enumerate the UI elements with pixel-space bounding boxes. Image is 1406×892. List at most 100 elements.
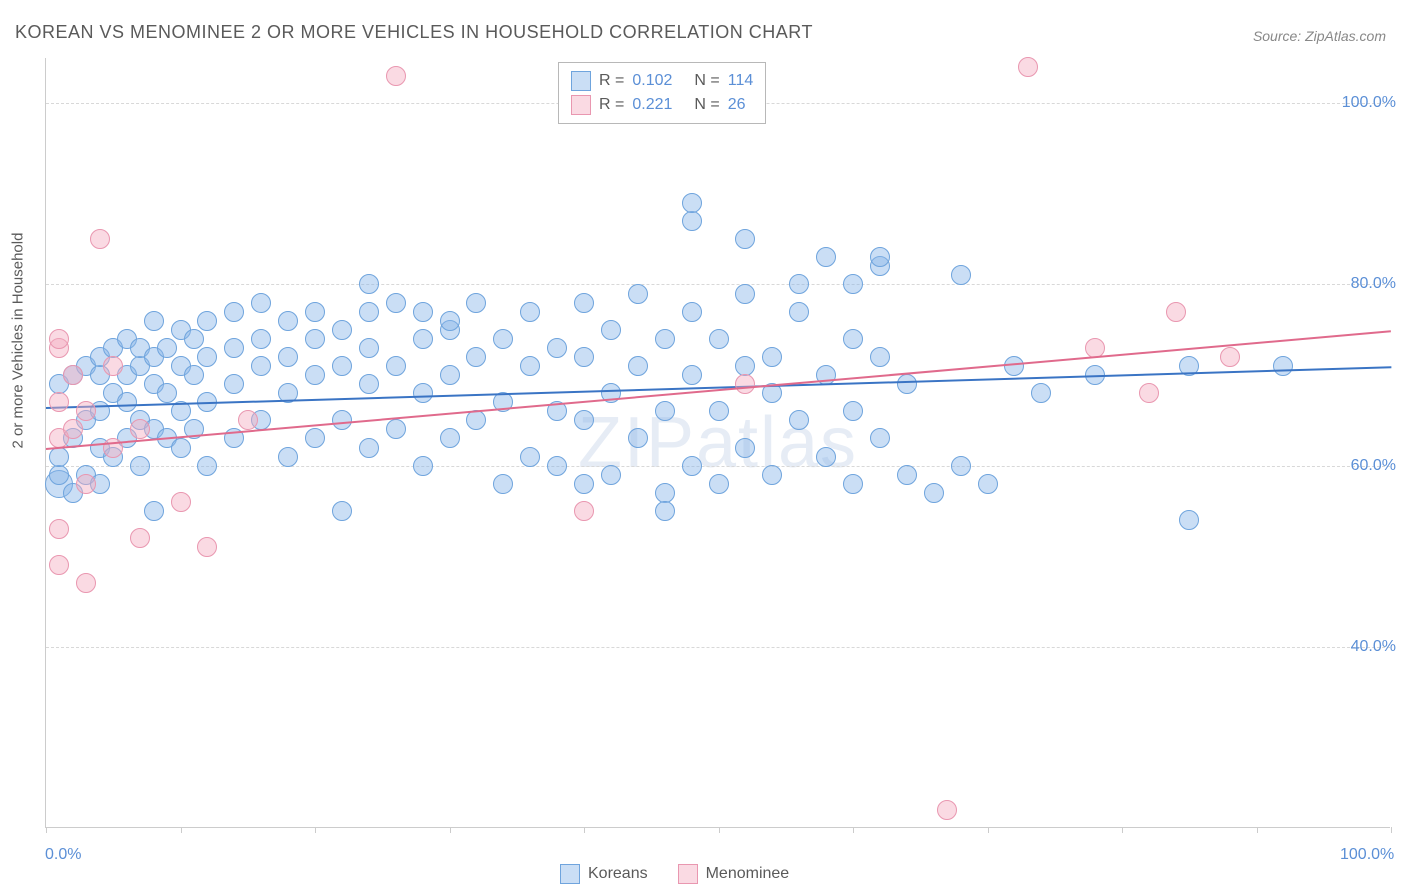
data-point: [359, 374, 379, 394]
n-value: 114: [728, 72, 754, 90]
legend-item: Koreans: [560, 864, 648, 884]
x-tick: [988, 827, 989, 833]
r-value: 0.102: [632, 72, 672, 90]
data-point: [466, 410, 486, 430]
data-point: [682, 211, 702, 231]
data-point: [157, 383, 177, 403]
x-tick: [315, 827, 316, 833]
data-point: [130, 456, 150, 476]
data-point: [224, 302, 244, 322]
data-point: [359, 338, 379, 358]
data-point: [359, 438, 379, 458]
data-point: [332, 320, 352, 340]
data-point: [278, 347, 298, 367]
data-point: [157, 338, 177, 358]
data-point: [843, 274, 863, 294]
data-point: [103, 356, 123, 376]
data-point: [224, 374, 244, 394]
legend-series: Koreans Menominee: [560, 864, 789, 884]
data-point: [413, 302, 433, 322]
data-point: [332, 501, 352, 521]
data-point: [1018, 57, 1038, 77]
data-point: [359, 302, 379, 322]
data-point: [655, 329, 675, 349]
data-point: [735, 229, 755, 249]
data-point: [547, 456, 567, 476]
legend-row: R = 0.102N = 114: [571, 69, 753, 93]
source-label: Source: ZipAtlas.com: [1253, 28, 1386, 44]
data-point: [49, 465, 69, 485]
data-point: [601, 320, 621, 340]
x-tick-label: 100.0%: [1340, 846, 1394, 864]
legend-correlation: R = 0.102N = 114R = 0.221N = 26: [558, 62, 766, 124]
data-point: [520, 302, 540, 322]
data-point: [978, 474, 998, 494]
x-tick: [1391, 827, 1392, 833]
data-point: [171, 438, 191, 458]
y-axis-label: 2 or more Vehicles in Household: [10, 233, 27, 449]
x-tick: [1122, 827, 1123, 833]
chart-title: KOREAN VS MENOMINEE 2 OR MORE VEHICLES I…: [15, 22, 813, 43]
data-point: [897, 374, 917, 394]
data-point: [870, 347, 890, 367]
data-point: [63, 419, 83, 439]
x-tick-label: 0.0%: [45, 846, 81, 864]
data-point: [413, 456, 433, 476]
n-label: N =: [694, 72, 719, 90]
n-value: 26: [728, 96, 746, 114]
data-point: [251, 356, 271, 376]
data-point: [655, 401, 675, 421]
y-tick-label: 40.0%: [1351, 638, 1396, 656]
data-point: [238, 410, 258, 430]
chart-container: KOREAN VS MENOMINEE 2 OR MORE VEHICLES I…: [0, 0, 1406, 892]
data-point: [76, 573, 96, 593]
data-point: [49, 329, 69, 349]
data-point: [49, 555, 69, 575]
data-point: [359, 274, 379, 294]
x-tick: [181, 827, 182, 833]
data-point: [789, 410, 809, 430]
data-point: [655, 501, 675, 521]
legend-swatch: [571, 95, 591, 115]
n-label: N =: [694, 96, 719, 114]
data-point: [224, 338, 244, 358]
data-point: [49, 519, 69, 539]
data-point: [117, 392, 137, 412]
data-point: [1004, 356, 1024, 376]
y-tick-label: 80.0%: [1351, 275, 1396, 293]
data-point: [574, 474, 594, 494]
data-point: [682, 302, 702, 322]
legend-label: Menominee: [706, 865, 790, 883]
data-point: [951, 456, 971, 476]
data-point: [735, 374, 755, 394]
data-point: [574, 347, 594, 367]
x-tick: [719, 827, 720, 833]
data-point: [574, 410, 594, 430]
legend-swatch: [571, 71, 591, 91]
data-point: [762, 347, 782, 367]
data-point: [493, 474, 513, 494]
data-point: [144, 311, 164, 331]
data-point: [466, 347, 486, 367]
data-point: [1179, 510, 1199, 530]
data-point: [628, 356, 648, 376]
data-point: [493, 329, 513, 349]
data-point: [937, 800, 957, 820]
data-point: [386, 356, 406, 376]
data-point: [332, 356, 352, 376]
legend-label: Koreans: [588, 865, 648, 883]
data-point: [735, 284, 755, 304]
data-point: [305, 302, 325, 322]
legend-swatch: [678, 864, 698, 884]
data-point: [413, 383, 433, 403]
data-point: [843, 401, 863, 421]
x-tick: [46, 827, 47, 833]
legend-item: Menominee: [678, 864, 790, 884]
y-tick-label: 60.0%: [1351, 457, 1396, 475]
data-point: [682, 193, 702, 213]
data-point: [305, 329, 325, 349]
x-tick: [450, 827, 451, 833]
data-point: [789, 302, 809, 322]
data-point: [305, 365, 325, 385]
data-point: [547, 338, 567, 358]
